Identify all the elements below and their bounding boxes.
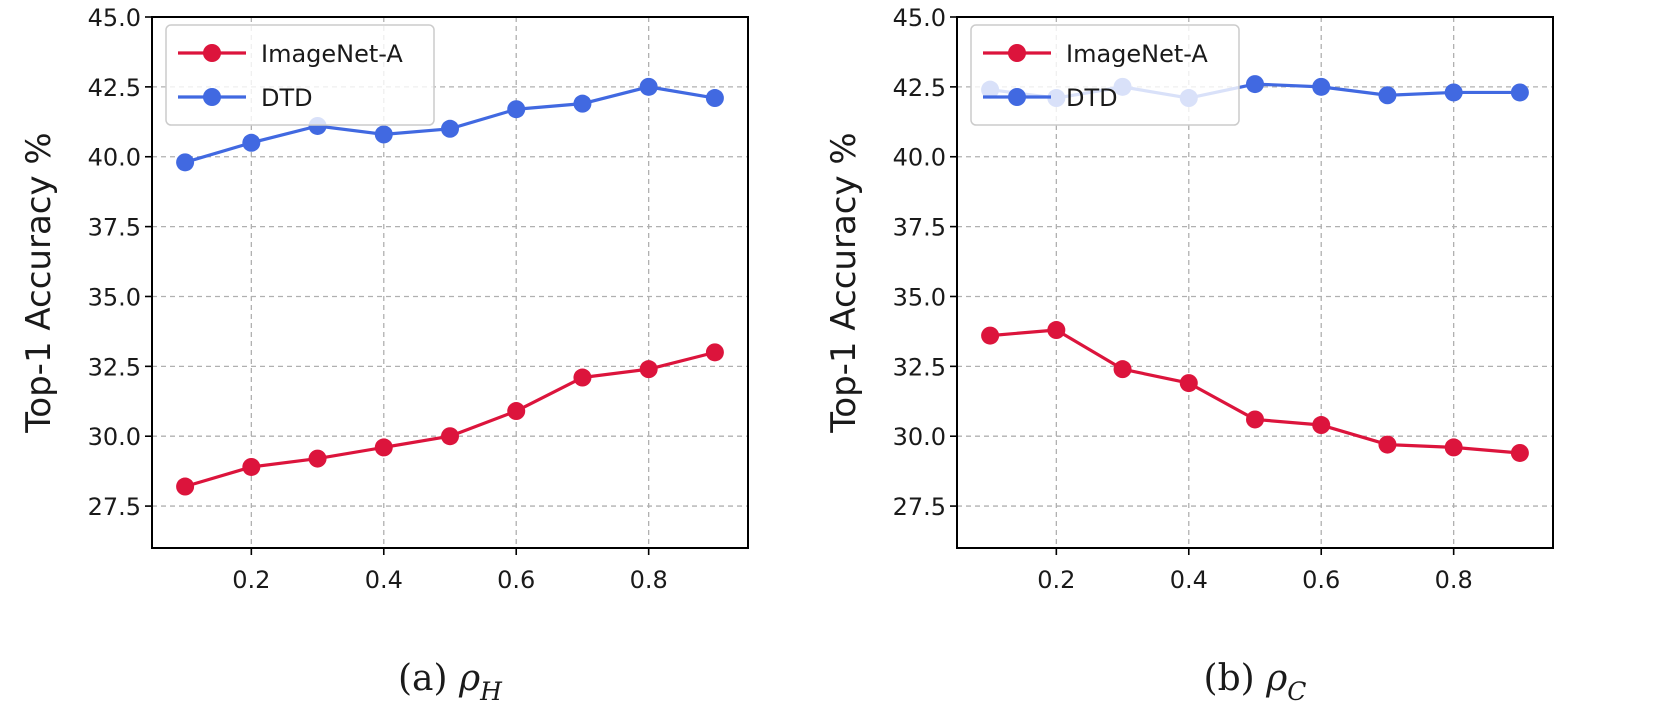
y-tick-label: 37.5	[88, 214, 141, 242]
data-point	[981, 326, 1000, 345]
legend: ImageNet-A DTD	[165, 24, 435, 126]
legend-label: DTD	[261, 84, 313, 112]
data-point	[1246, 75, 1264, 94]
x-tick-label: 0.2	[1037, 566, 1075, 594]
data-point	[1312, 416, 1331, 435]
legend-box	[165, 24, 435, 126]
y-tick-label: 30.0	[893, 423, 946, 451]
data-point	[1113, 360, 1132, 379]
data-point	[1246, 410, 1264, 429]
data-point	[1179, 374, 1198, 393]
data-point	[1047, 321, 1066, 340]
y-tick-label: 42.5	[893, 74, 946, 102]
data-point	[1510, 443, 1529, 462]
panel-caption: (a) ρH	[398, 658, 503, 706]
legend-label: ImageNet-A	[261, 40, 403, 68]
data-point	[308, 449, 327, 468]
data-point	[573, 368, 592, 387]
data-point	[507, 100, 526, 119]
legend-label: DTD	[1066, 84, 1118, 112]
data-point	[1444, 83, 1463, 102]
caption-subscript: H	[479, 677, 503, 706]
data-point	[507, 402, 526, 421]
data-point	[242, 133, 261, 152]
chart-panel-a: 0.2 0.4 0.6 0.8 27.5 30.0 32.5 35.0 37.5 40.0 42.5…	[19, 4, 749, 706]
data-point	[705, 343, 724, 362]
y-tick-label: 30.0	[88, 423, 141, 451]
data-point	[1444, 438, 1463, 457]
x-tick-label: 0.8	[630, 566, 668, 594]
x-tick-label: 0.6	[497, 566, 535, 594]
y-tick-label: 32.5	[893, 353, 946, 381]
y-axis-label: Top-1 Accuracy %	[19, 132, 59, 433]
legend: ImageNet-A DTD	[970, 24, 1240, 126]
data-point	[1378, 86, 1397, 105]
data-point	[705, 89, 724, 108]
data-point	[639, 360, 658, 379]
panel-caption: (b) ρC	[1204, 658, 1307, 706]
data-point	[639, 77, 658, 96]
caption-prefix: (b)	[1204, 658, 1267, 699]
legend-label: ImageNet-A	[1066, 40, 1208, 68]
data-point	[441, 119, 459, 138]
data-point	[374, 125, 393, 144]
x-tick-label: 0.4	[365, 566, 403, 594]
y-tick-label: 32.5	[88, 353, 141, 381]
caption-prefix: (a)	[398, 658, 459, 699]
caption-subscript: C	[1287, 677, 1306, 706]
x-tick-label: 0.8	[1435, 566, 1473, 594]
data-point	[374, 438, 393, 457]
legend-marker	[203, 44, 221, 62]
y-tick-label: 45.0	[893, 4, 946, 32]
data-point	[1378, 435, 1397, 454]
plot-frame	[956, 16, 1554, 549]
legend-marker	[1008, 44, 1026, 62]
data-point	[573, 94, 592, 113]
x-tick-label: 0.2	[232, 566, 270, 594]
legend-box	[970, 24, 1240, 126]
legend-marker	[1008, 88, 1026, 106]
data-point	[441, 427, 459, 446]
y-tick-label: 42.5	[88, 74, 141, 102]
series-imagenet-a	[981, 321, 1529, 462]
data-point	[1510, 83, 1529, 102]
y-tick-label: 27.5	[88, 493, 141, 521]
data-point	[176, 477, 195, 496]
y-tick-label: 35.0	[88, 283, 141, 311]
x-tick-label: 0.4	[1170, 566, 1208, 594]
y-tick-label: 45.0	[88, 4, 141, 32]
chart-panel-b: 0.2 0.4 0.6 0.8 27.5 30.0 32.5 35.0 37.5 40.0 42.5…	[824, 4, 1554, 706]
y-tick-label: 37.5	[893, 214, 946, 242]
series-line	[989, 328, 1521, 455]
y-tick-label: 40.0	[893, 144, 946, 172]
caption-symbol: ρ	[458, 658, 480, 699]
caption-symbol: ρ	[1265, 658, 1287, 699]
series-imagenet-a	[176, 343, 724, 496]
y-tick-label: 27.5	[893, 493, 946, 521]
x-tick-label: 0.6	[1302, 566, 1340, 594]
y-axis-label: Top-1 Accuracy %	[824, 132, 864, 433]
data-point	[242, 457, 261, 476]
y-tick-label: 35.0	[893, 283, 946, 311]
legend-marker	[203, 88, 221, 106]
series-line	[184, 350, 716, 489]
y-tick-label: 40.0	[88, 144, 141, 172]
data-point	[176, 153, 195, 172]
plot-frame	[151, 16, 749, 549]
data-point	[1312, 77, 1331, 96]
